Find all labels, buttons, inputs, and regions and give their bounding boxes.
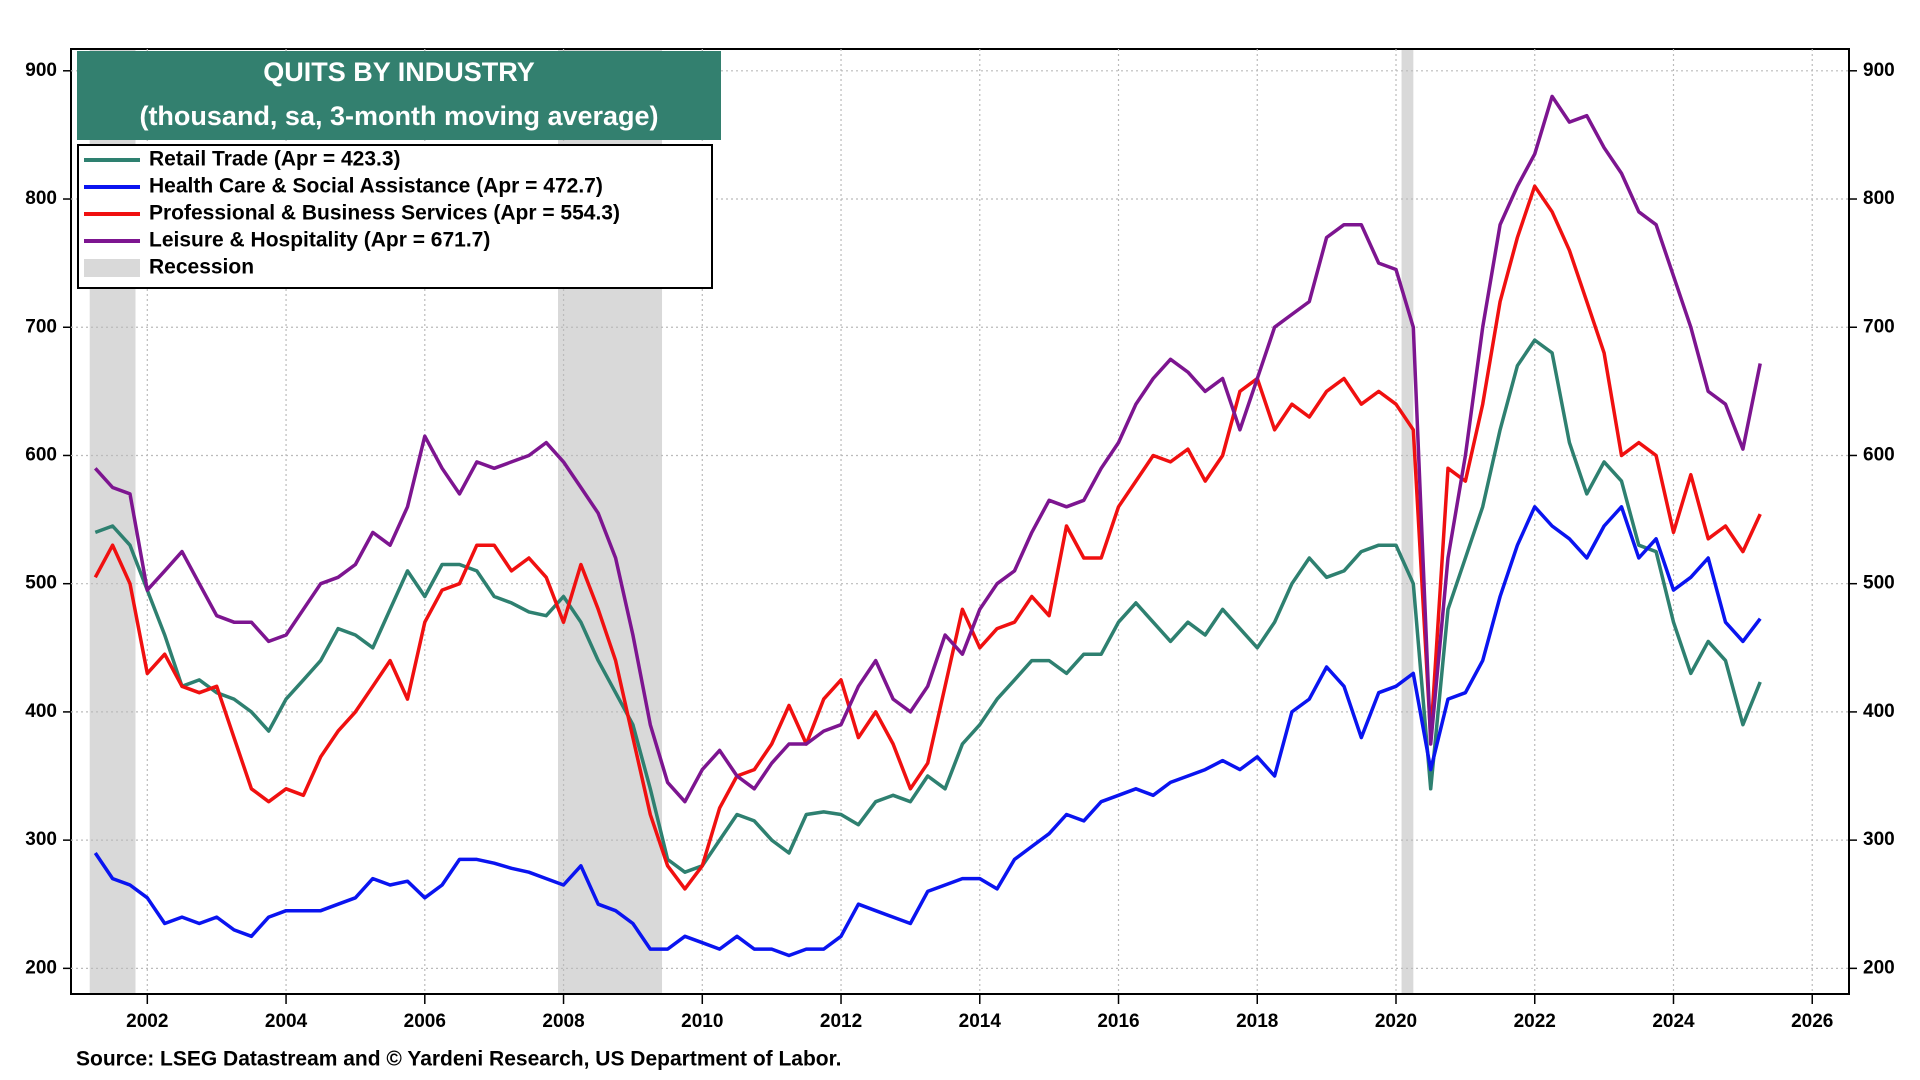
chart-title: QUITS BY INDUSTRY (263, 57, 535, 87)
y-tick-label: 400 (25, 701, 57, 722)
x-tick-label: 2020 (1375, 1011, 1417, 1032)
y-tick-label: 900 (25, 60, 57, 81)
title-box (77, 51, 721, 140)
x-tick-label: 2018 (1236, 1011, 1278, 1032)
series-line (93, 505, 1762, 958)
y-tick-label-right: 900 (1863, 60, 1895, 81)
series-line (94, 338, 1762, 874)
x-tick-label: 2024 (1652, 1011, 1695, 1032)
chart-subtitle: (thousand, sa, 3-month moving average) (139, 101, 658, 131)
y-tick-label-right: 700 (1863, 316, 1895, 337)
legend-box (77, 144, 713, 289)
y-tick-label: 200 (25, 957, 57, 978)
legend-label: Health Care & Social Assistance (Apr = 4… (149, 175, 603, 198)
x-tick-label: 2012 (820, 1011, 862, 1032)
series-line (93, 94, 1762, 804)
x-tick-label: 2008 (542, 1011, 584, 1032)
x-tick-label: 2006 (404, 1011, 446, 1032)
y-tick-label: 700 (25, 316, 57, 337)
series-line (93, 184, 1762, 891)
x-tick-label: 2010 (681, 1011, 723, 1032)
y-tick-label: 600 (25, 444, 57, 465)
x-tick-label: 2016 (1097, 1011, 1139, 1032)
y-tick-label: 500 (25, 573, 57, 594)
y-tick-label: 300 (25, 829, 57, 850)
x-tick-label: 2014 (959, 1011, 1002, 1032)
legend-label: Retail Trade (Apr = 423.3) (149, 148, 401, 171)
y-tick-label: 800 (25, 188, 57, 209)
y-tick-label-right: 500 (1863, 573, 1895, 594)
y-tick-label-right: 400 (1863, 701, 1895, 722)
legend-label: Recession (149, 256, 254, 279)
y-tick-label-right: 600 (1863, 444, 1895, 465)
x-tick-label: 2002 (126, 1011, 168, 1032)
x-tick-label: 2026 (1791, 1011, 1833, 1032)
y-tick-label-right: 200 (1863, 957, 1895, 978)
y-tick-label-right: 800 (1863, 188, 1895, 209)
x-tick-label: 2022 (1514, 1011, 1556, 1032)
y-tick-label-right: 300 (1863, 829, 1895, 850)
recession-band (1401, 50, 1414, 993)
legend: Retail Trade (Apr = 423.3) Health Care & … (84, 148, 620, 279)
legend-label: Professional & Business Services (Apr = … (149, 202, 620, 225)
legend-label: Leisure & Hospitality (Apr = 671.7) (149, 229, 490, 252)
x-tick-label: 2004 (265, 1011, 308, 1032)
legend-swatch (84, 259, 140, 277)
source-note: Source: LSEG Datastream and © Yardeni Re… (76, 1048, 842, 1071)
